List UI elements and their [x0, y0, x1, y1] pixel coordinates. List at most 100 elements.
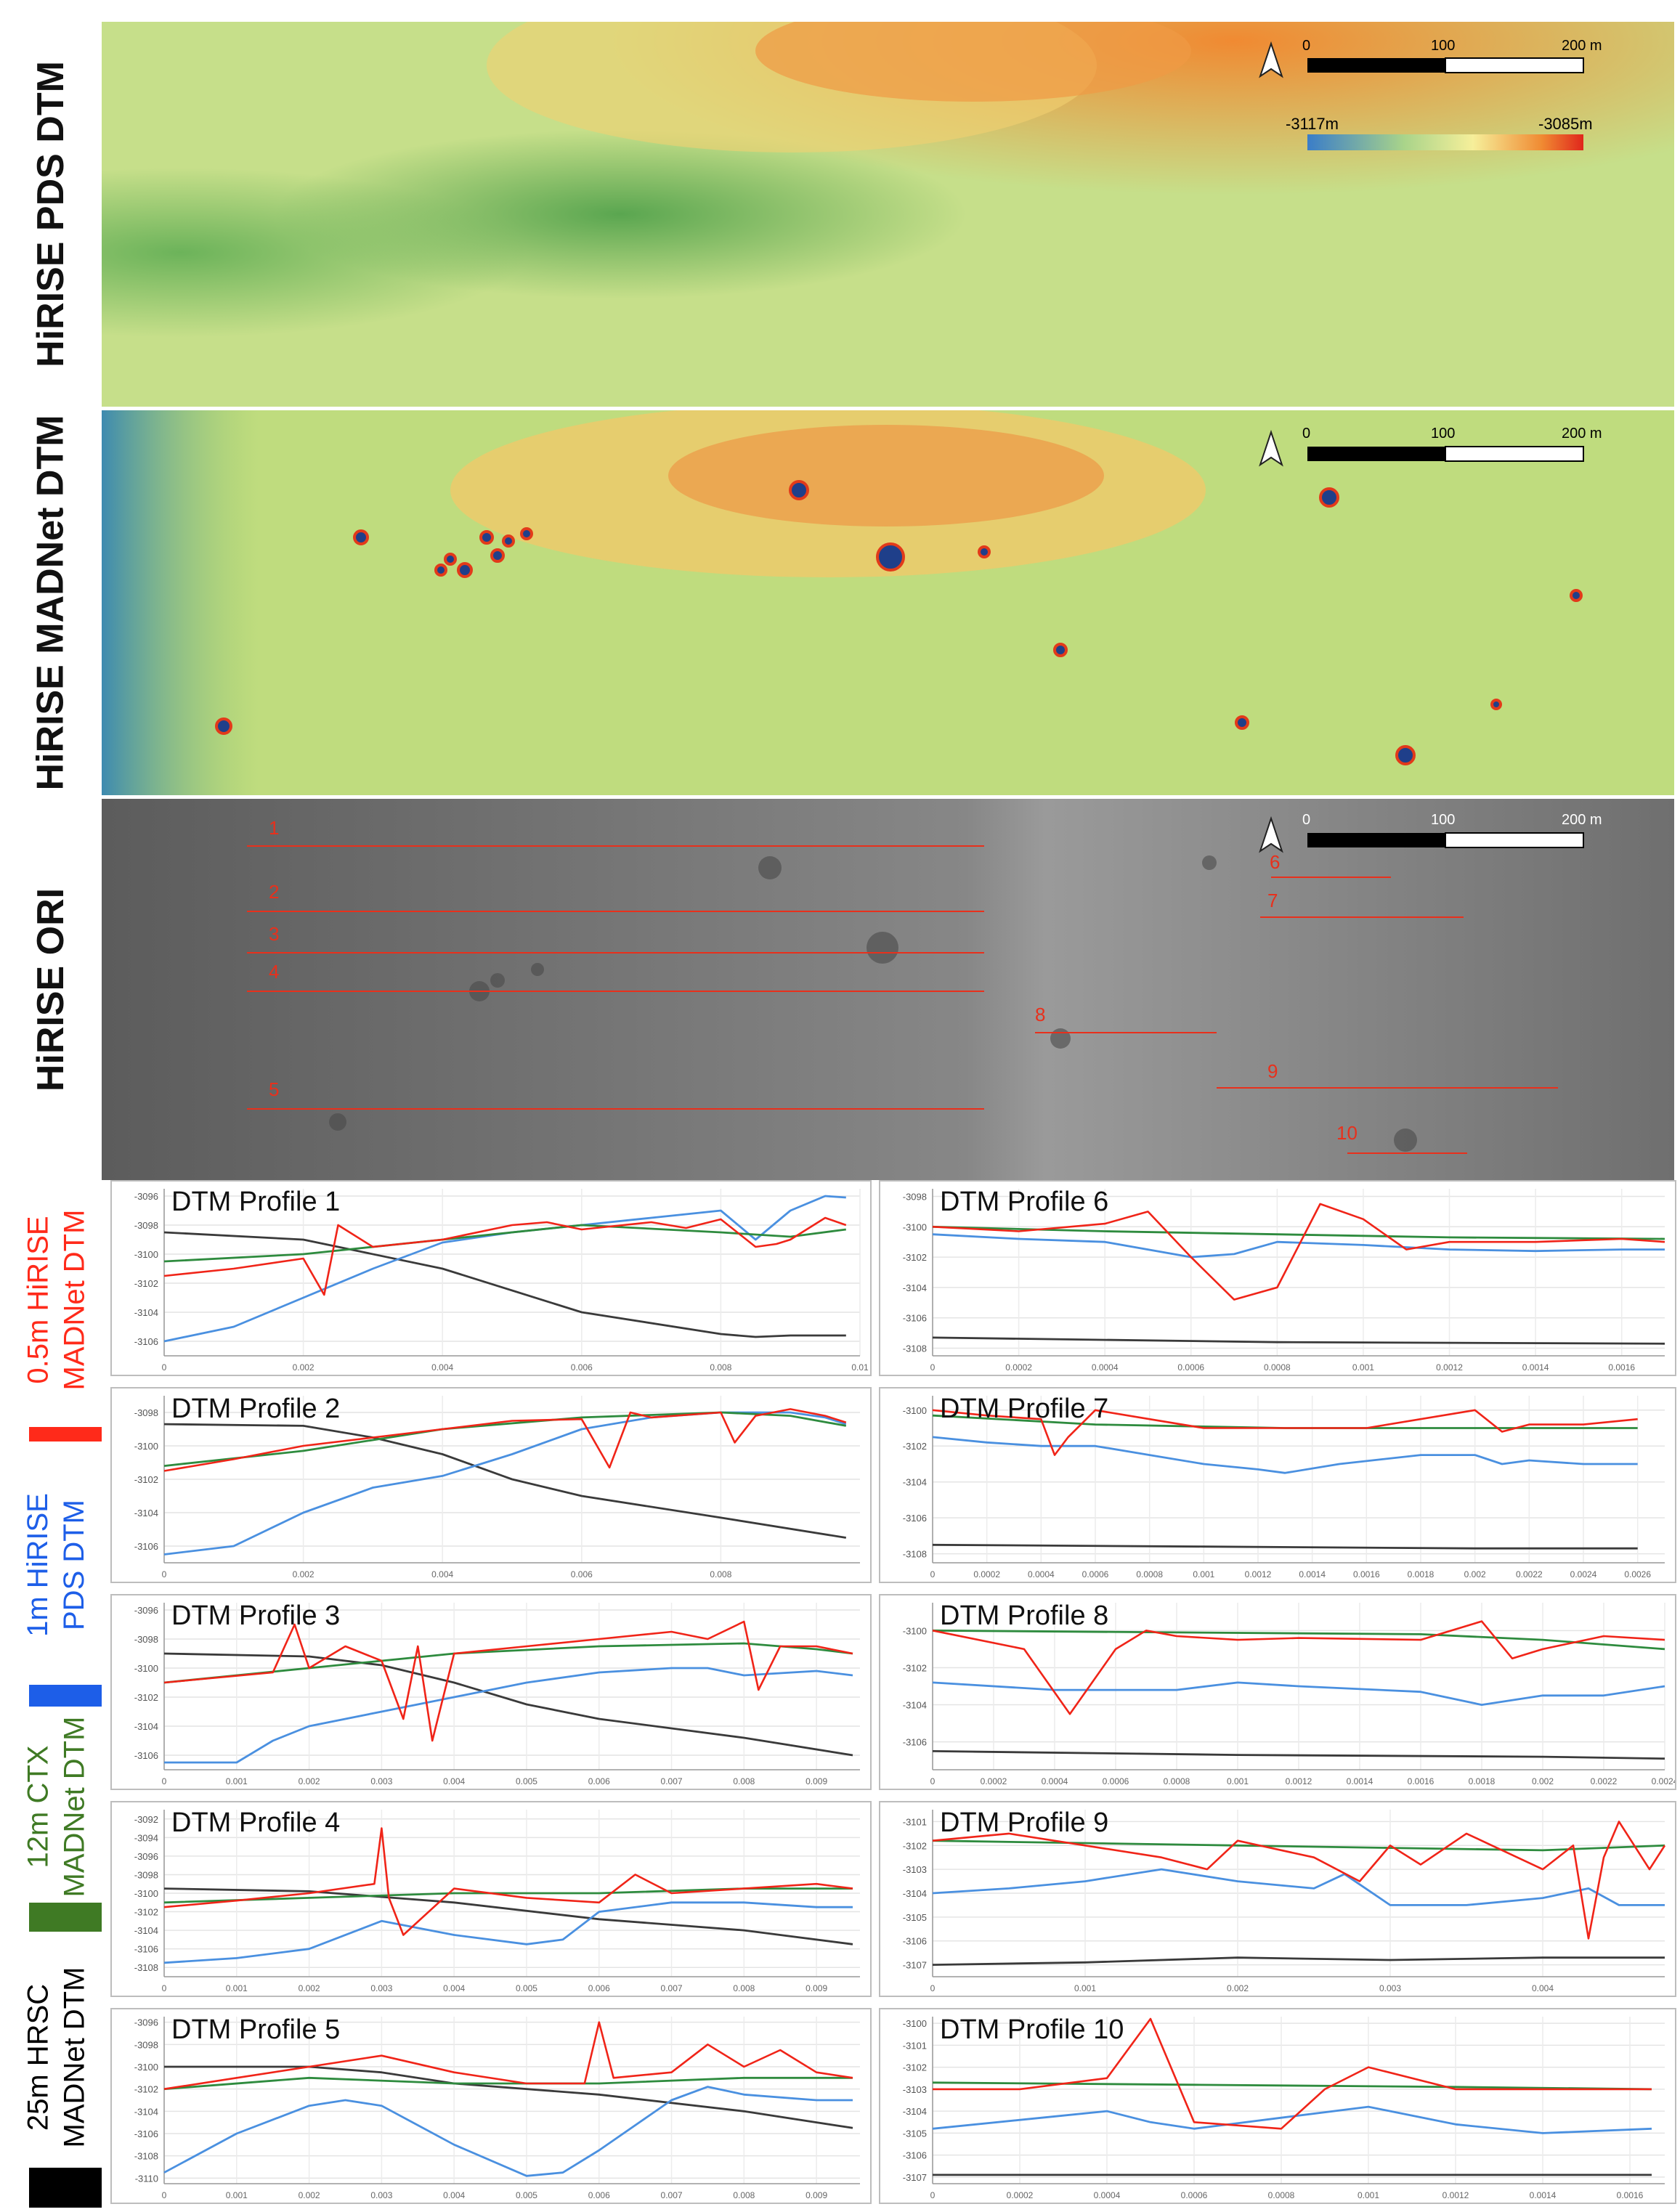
- legend-swatch: [29, 1427, 102, 1442]
- y-tick-label: -3103: [903, 2084, 927, 2095]
- x-tick-label: 0.005: [516, 1983, 537, 1993]
- profile-panel-10: -3100 -3101 -3102 -3103 -3104 -3105 -3106 -3107…: [879, 2008, 1676, 2204]
- pds-scale-group: [1259, 41, 1584, 150]
- chart-title: DTM Profile 10: [940, 2014, 1124, 2045]
- series-line-hrsc: [163, 1423, 847, 1539]
- profile-chart-3: -3096 -3098 -3100 -3102 -3104 -3106 0 0.001 0.00…: [134, 1601, 860, 1786]
- y-tick-label: -3104: [134, 2106, 158, 2117]
- x-tick-label: 0.0024: [1570, 1569, 1597, 1579]
- x-tick-label: 0.0008: [1164, 1776, 1190, 1786]
- x-tick-label: 0.0002: [1005, 1362, 1032, 1373]
- x-tick-label: 0.0014: [1299, 1569, 1326, 1579]
- series-line-hrsc: [932, 1956, 1665, 1966]
- series-line-pds: [163, 1901, 853, 1964]
- series-line-hrise: [163, 1408, 847, 1472]
- x-tick-label: 0: [162, 1776, 167, 1786]
- madnet-dtm-map: [102, 410, 1674, 795]
- y-tick-label: -3094: [134, 1832, 158, 1843]
- profile-panel-1: -3096 -3098 -3100 -3102 -3104 -3106 0 0.002 0.00…: [110, 1180, 872, 1376]
- x-tick-label: 0.0014: [1530, 2190, 1557, 2200]
- madnet-scale-100: 100: [1431, 426, 1456, 442]
- x-tick-label: 0.001: [226, 1983, 248, 1993]
- y-tick-label: -3102: [903, 2062, 927, 2073]
- x-tick-label: 0.0008: [1268, 2190, 1295, 2200]
- y-tick-label: -3102: [134, 1692, 158, 1703]
- y-tick-label: -3103: [903, 1864, 927, 1875]
- profile-line-label: 10: [1336, 1122, 1358, 1144]
- ori-map: [102, 799, 1674, 1180]
- chart-title: DTM Profile 5: [171, 2014, 340, 2045]
- x-tick-label: 0.0016: [1353, 1569, 1380, 1579]
- y-tick-label: -3106: [903, 1313, 927, 1324]
- legend-swatch: [29, 1903, 102, 1932]
- series-line-hrsc: [163, 1231, 846, 1338]
- madnet-scale-200: 200 m: [1562, 426, 1602, 442]
- chart-title: DTM Profile 2: [171, 1394, 340, 1424]
- x-tick-label: 0.0002: [981, 1776, 1007, 1786]
- y-tick-label: -3104: [134, 1925, 158, 1936]
- x-tick-label: 0: [930, 1569, 936, 1579]
- y-tick-label: -3108: [903, 1343, 927, 1354]
- y-tick-label: -3108: [134, 2151, 158, 2162]
- y-tick-label: -3104: [134, 1508, 158, 1518]
- x-tick-label: 0.001: [1193, 1569, 1214, 1579]
- series-line-pds: [932, 1681, 1665, 1706]
- profile-line-label: 4: [269, 961, 280, 983]
- series-line-hrsc: [932, 1336, 1665, 1345]
- x-tick-label: 0.0004: [1094, 2190, 1121, 2200]
- y-tick-label: -3098: [134, 1869, 158, 1880]
- x-tick-label: 0.0008: [1136, 1569, 1163, 1579]
- series-line-pds: [932, 1436, 1638, 1474]
- ori-scale-200: 200 m: [1562, 812, 1602, 828]
- x-tick-label: 0.005: [516, 1776, 537, 1786]
- y-tick-label: -3100: [134, 2062, 158, 2073]
- x-tick-label: 0.004: [431, 1362, 453, 1373]
- x-tick-label: 0.0016: [1408, 1776, 1435, 1786]
- chart-title: DTM Profile 8: [940, 1601, 1108, 1631]
- y-tick-label: -3107: [903, 1960, 927, 1971]
- y-tick-label: -3101: [903, 2040, 927, 2051]
- profile-line-label: 2: [269, 881, 280, 903]
- series-line-hrsc: [163, 1652, 853, 1757]
- x-tick-label: 0.0004: [1028, 1569, 1055, 1579]
- x-tick-label: 0.006: [571, 1362, 593, 1373]
- series-line-ctx: [163, 1411, 847, 1467]
- y-tick-label: -3106: [134, 1944, 158, 1955]
- legend-swatch: [29, 1685, 102, 1707]
- y-tick-label: -3100: [134, 1249, 158, 1260]
- x-tick-label: 0.006: [588, 1776, 610, 1786]
- x-tick-label: 0.008: [733, 1776, 755, 1786]
- profile-line-label: 5: [269, 1078, 280, 1100]
- y-tick-label: -3106: [134, 1541, 158, 1552]
- series-line-hrise: [163, 1827, 853, 1936]
- row-label-ori: HiRISE ORI: [30, 887, 73, 1091]
- profile-chart-5: -3096 -3098 -3100 -3102 -3104 -3106 -3108 -3110…: [134, 2014, 860, 2200]
- x-tick-label: 0.0008: [1264, 1362, 1291, 1373]
- x-tick-label: 0.0004: [1092, 1362, 1119, 1373]
- x-tick-label: 0.0016: [1617, 2190, 1644, 2200]
- ori-scale-group: [1259, 816, 1584, 853]
- series-line-hrise: [932, 1821, 1666, 1940]
- x-tick-label: 0.004: [431, 1569, 453, 1579]
- x-tick-label: 0.0014: [1347, 1776, 1373, 1786]
- x-tick-label: 0: [930, 1362, 936, 1373]
- y-tick-label: -3104: [903, 1700, 927, 1711]
- pds-scale-200: 200 m: [1562, 38, 1602, 54]
- x-tick-label: 0: [930, 1983, 936, 1993]
- y-tick-label: -3104: [134, 1307, 158, 1318]
- x-tick-label: 0.0026: [1624, 1569, 1651, 1579]
- series-line-hrise: [933, 2017, 1652, 2130]
- profile-chart-8: -3100 -3102 -3104 -3106 0 0.0002 0.0004 0.0006 0…: [903, 1601, 1675, 1786]
- x-tick-label: 0.0002: [973, 1569, 1000, 1579]
- y-tick-label: -3108: [134, 1962, 158, 1973]
- x-tick-label: 0.0022: [1516, 1569, 1543, 1579]
- series-line-hrise: [163, 2021, 853, 2090]
- profile-panel-5: -3096 -3098 -3100 -3102 -3104 -3106 -3108 -3110…: [110, 2008, 872, 2204]
- series-line-ctx: [932, 1629, 1665, 1651]
- profile-panel-8: -3100 -3102 -3104 -3106 0 0.0002 0.0004 0.0006 0…: [879, 1594, 1676, 1790]
- x-tick-label: 0: [162, 1569, 167, 1579]
- y-tick-label: -3106: [134, 1750, 158, 1761]
- series-line-hrsc: [164, 2065, 853, 2129]
- pds-scale-0: 0: [1302, 38, 1311, 54]
- x-tick-label: 0.009: [805, 1983, 827, 1993]
